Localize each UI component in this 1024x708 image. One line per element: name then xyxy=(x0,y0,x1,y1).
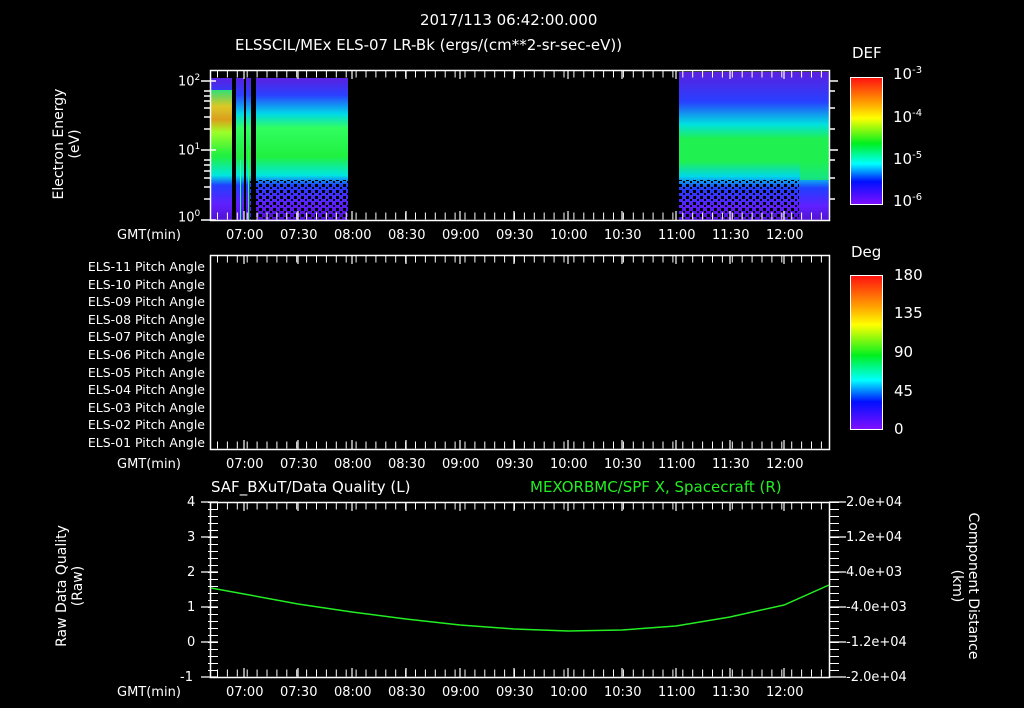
plot-datetime: 2017/113 06:42:00.000 xyxy=(420,11,598,29)
def-colorbar xyxy=(850,77,883,205)
def-tick: 10-6 xyxy=(893,192,923,210)
energy-spectrogram-panel xyxy=(210,70,830,221)
deg-colorbar xyxy=(850,275,883,430)
quality-tick: 1 xyxy=(187,600,196,615)
distance-axis-label: Component Distance (km) xyxy=(949,512,981,660)
plot-subtitle: ELSSCIL/MEx ELS-07 LR-Bk (ergs/(cm**2-sr… xyxy=(235,36,623,54)
distance-tick: 4.0e+03 xyxy=(846,565,903,580)
def-colorbar-title: DEF xyxy=(852,44,882,62)
gmt-label: GMT(min) xyxy=(117,685,181,700)
spectrogram-image xyxy=(210,72,830,221)
distance-tick: -1.2e+04 xyxy=(846,635,907,650)
energy-axis-label: Electron Energy (eV) xyxy=(51,88,83,200)
pitch-angle-labels: ELS-11 Pitch Angle ELS-10 Pitch Angle EL… xyxy=(87,259,205,450)
quality-tick: 2 xyxy=(187,565,196,580)
energy-tick-1: 100 xyxy=(178,209,201,226)
deg-tick: 135 xyxy=(894,304,923,322)
deg-tick: 0 xyxy=(894,420,904,438)
distance-tick: -2.0e+04 xyxy=(846,670,907,685)
spf-x-curve xyxy=(210,584,830,632)
deg-tick: 45 xyxy=(894,382,914,400)
data-quality-title: SAF_BXuT/Data Quality (L) xyxy=(211,478,411,496)
energy-tick-10: 101 xyxy=(178,142,201,159)
quality-tick: 4 xyxy=(187,495,196,510)
def-tick: 10-3 xyxy=(893,65,923,83)
deg-colorbar-title: Deg xyxy=(851,243,882,261)
def-tick: 10-4 xyxy=(893,108,923,126)
gmt-label: GMT(min) xyxy=(117,457,181,472)
distance-tick: 1.2e+04 xyxy=(846,530,903,545)
distance-tick: 2.0e+04 xyxy=(846,495,903,510)
quality-tick: 3 xyxy=(187,530,196,545)
energy-tick-100: 102 xyxy=(178,73,201,90)
def-tick: 10-5 xyxy=(893,150,923,168)
spf-x-title: MEXORBMC/SPF X, Spacecraft (R) xyxy=(530,478,782,496)
quality-tick: 0 xyxy=(187,635,196,650)
quality-axis-label: Raw Data Quality (Raw) xyxy=(54,525,86,647)
quality-tick: -1 xyxy=(180,670,193,685)
gmt-label: GMT(min) xyxy=(117,228,181,243)
deg-tick: 180 xyxy=(894,266,923,284)
deg-tick: 90 xyxy=(894,343,914,361)
distance-tick: -4.0e+03 xyxy=(846,600,907,615)
